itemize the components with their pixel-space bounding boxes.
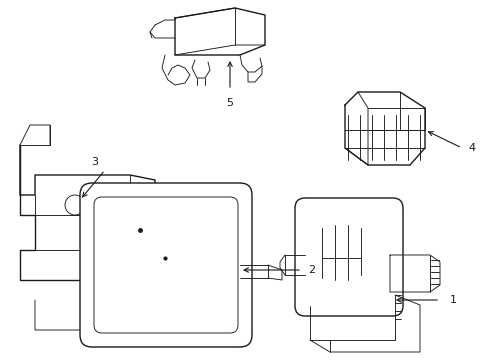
Circle shape <box>112 265 168 321</box>
FancyBboxPatch shape <box>80 183 251 347</box>
Text: 3: 3 <box>91 157 98 167</box>
Text: 1: 1 <box>449 295 456 305</box>
FancyBboxPatch shape <box>294 198 402 316</box>
Circle shape <box>65 195 85 215</box>
Text: 2: 2 <box>307 265 314 275</box>
Text: 5: 5 <box>226 98 233 108</box>
Circle shape <box>124 277 156 309</box>
Text: 4: 4 <box>467 143 474 153</box>
Circle shape <box>362 241 376 255</box>
FancyBboxPatch shape <box>94 197 238 333</box>
